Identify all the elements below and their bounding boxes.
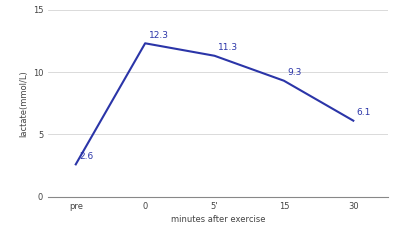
Text: 9.3: 9.3 [287,68,302,77]
Text: 12.3: 12.3 [149,30,169,40]
Text: 2.6: 2.6 [79,152,94,161]
X-axis label: minutes after exercise: minutes after exercise [171,215,265,224]
Text: 11.3: 11.3 [218,43,238,52]
Text: 6.1: 6.1 [357,108,371,117]
Y-axis label: lactate(mmol/L): lactate(mmol/L) [20,70,28,137]
